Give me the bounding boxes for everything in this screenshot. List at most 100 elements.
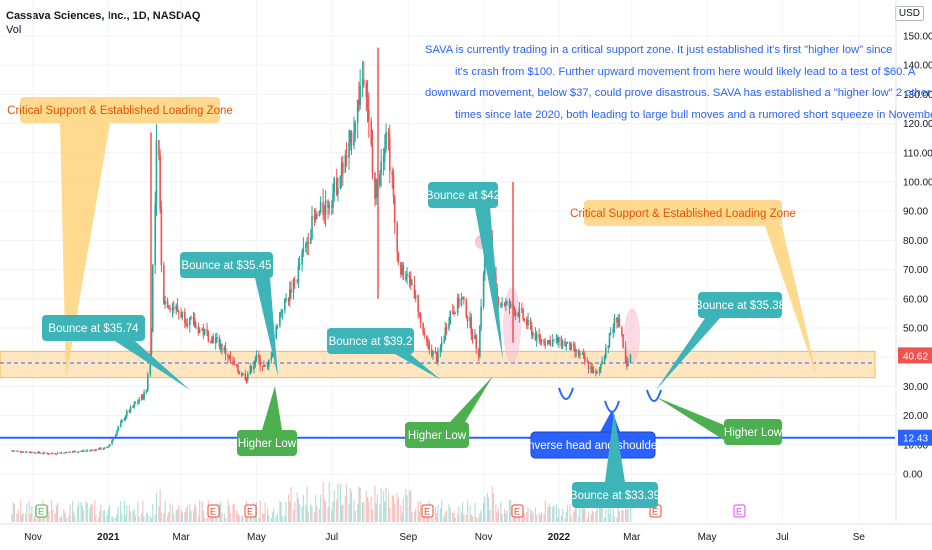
volume-bar	[143, 517, 145, 522]
ihs-curve	[646, 389, 662, 402]
volume-bar	[541, 511, 543, 522]
volume-bar	[471, 516, 474, 522]
volume-bar	[31, 506, 33, 522]
volume-bar	[333, 491, 335, 522]
volume-bar	[264, 502, 266, 522]
callout-box	[584, 200, 782, 226]
candle-body	[100, 447, 102, 450]
candle-body	[535, 333, 538, 341]
candle-body	[42, 453, 44, 455]
volume-bar	[158, 505, 160, 522]
candle-body	[142, 395, 144, 399]
volume-bar	[553, 505, 555, 522]
volume-bar	[318, 508, 321, 522]
volume-bar	[276, 513, 279, 522]
candle-body	[68, 451, 70, 453]
volume-label: Vol	[6, 24, 22, 36]
candle-body	[544, 344, 547, 346]
candle-body	[529, 319, 532, 326]
candle-body	[607, 345, 610, 348]
volume-bar	[548, 503, 550, 522]
volume-bar	[603, 517, 606, 522]
candle-body	[418, 312, 421, 314]
volume-bar	[596, 504, 598, 522]
y-tick-label: 120.00	[903, 119, 932, 130]
volume-bar	[497, 508, 500, 522]
volume-bar	[558, 508, 560, 522]
volume-bar	[339, 483, 341, 522]
volume-bar	[74, 516, 76, 522]
volume-bar	[95, 514, 97, 522]
volume-bar	[237, 513, 239, 522]
volume-bar	[69, 504, 71, 522]
volume-bar	[138, 516, 140, 522]
earnings-marker	[733, 504, 746, 518]
candle-body	[579, 353, 581, 356]
candle-body	[207, 331, 210, 341]
candle-body	[132, 406, 134, 408]
volume-bar	[154, 514, 156, 522]
candle-body	[603, 357, 606, 361]
candle-body	[313, 215, 316, 220]
candle-body	[400, 262, 402, 275]
candle-body	[218, 337, 221, 347]
volume-bar	[164, 501, 166, 522]
volume-bar	[121, 514, 123, 522]
candle-body	[63, 452, 65, 454]
volume-bar	[296, 492, 298, 522]
candle-body	[95, 449, 97, 451]
volume-bar	[345, 484, 348, 522]
currency-button[interactable]: USD	[894, 6, 924, 21]
volume-bar	[26, 504, 28, 522]
candle-body	[302, 247, 305, 253]
callout-box	[237, 430, 297, 456]
callout-box	[572, 482, 658, 508]
candle-body	[203, 329, 206, 335]
callout-tail	[255, 278, 278, 377]
volume-bar	[508, 500, 511, 522]
volume-bar	[529, 509, 532, 522]
candle-body	[523, 318, 526, 320]
candle-body	[482, 274, 485, 307]
candle-body	[333, 177, 336, 193]
candle-body	[221, 344, 223, 351]
candle-body	[598, 368, 601, 372]
candle-body	[190, 317, 192, 319]
candle-body	[155, 140, 158, 205]
candle-body	[564, 341, 566, 346]
volume-bar	[376, 494, 379, 522]
candle-body	[353, 133, 355, 146]
volume-bar	[94, 500, 96, 522]
volume-bar	[626, 509, 628, 522]
volume-bar	[608, 514, 611, 522]
volume-bar	[505, 513, 507, 522]
callout-tail	[115, 341, 190, 390]
volume-bar	[13, 503, 16, 522]
volume-bar	[418, 511, 420, 522]
candle-body	[391, 171, 394, 176]
candle-body	[505, 302, 507, 306]
volume-bar	[565, 511, 567, 522]
candle-body	[55, 453, 58, 455]
volume-bar	[39, 515, 42, 522]
candle-body	[117, 426, 119, 431]
x-tick-label: Nov	[24, 532, 42, 543]
candle-body	[211, 336, 213, 342]
candle-body	[534, 333, 537, 341]
y-tick-label: 90.00	[903, 207, 928, 218]
volume-bar	[306, 486, 308, 522]
candle-body	[345, 155, 348, 158]
y-tick-label: 150.00	[903, 32, 932, 43]
candle-body	[439, 347, 442, 352]
volume-bar	[228, 505, 230, 522]
callout-label: Critical Support & Established Loading Z…	[570, 208, 796, 220]
candle-body	[126, 411, 128, 417]
candle-body	[80, 451, 82, 453]
candle-body	[627, 362, 629, 367]
y-tick-label: 10.00	[903, 440, 928, 451]
candle-body	[143, 391, 145, 399]
volume-bar	[287, 494, 290, 522]
volume-bar	[175, 510, 177, 522]
candle-body	[622, 334, 624, 348]
